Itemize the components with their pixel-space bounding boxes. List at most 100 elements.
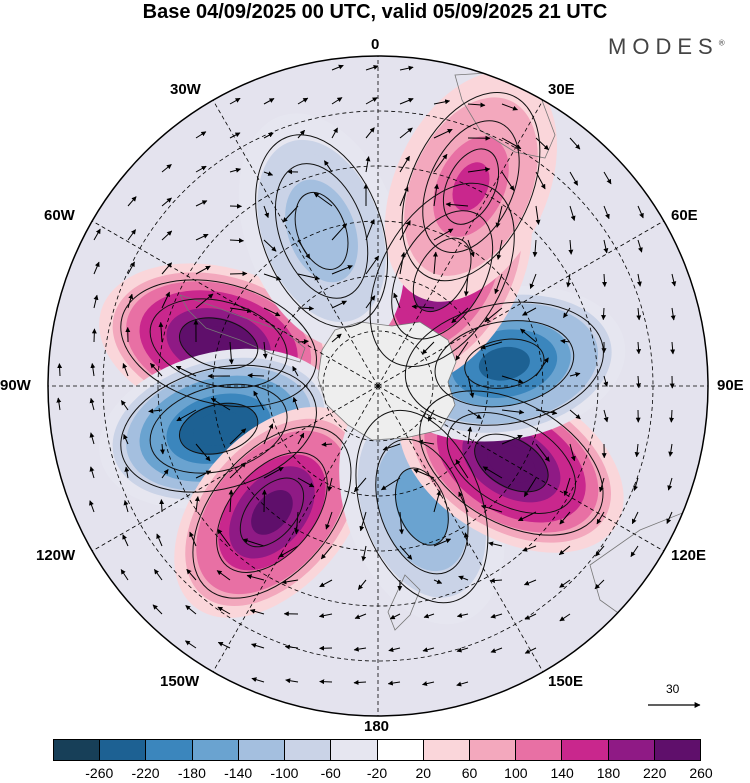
- lon-label-150w: 150W: [160, 673, 200, 690]
- colorbar-segment: [608, 740, 655, 760]
- wind-arrow: [387, 680, 401, 686]
- wind-arrow: [569, 171, 579, 186]
- wind-arrow: [488, 541, 503, 547]
- wind-arrow: [637, 205, 644, 219]
- wind-arrow: [354, 613, 367, 620]
- wind-arrow: [194, 496, 200, 513]
- wind-arrow: [601, 307, 607, 321]
- wind-arrow: [566, 273, 572, 288]
- wind-arrow: [563, 307, 571, 319]
- wind-arrow: [263, 239, 277, 252]
- lon-label-180: 180: [364, 718, 390, 735]
- wind-arrow: [327, 477, 333, 492]
- wind-arrow: [411, 304, 435, 310]
- wind-arrow: [89, 397, 95, 411]
- wind-arrow: [331, 64, 344, 71]
- wind-arrow: [331, 97, 343, 105]
- wind-arrow: [433, 228, 454, 241]
- wind-arrow: [524, 613, 537, 620]
- wind-arrow: [56, 397, 62, 411]
- wind-arrow: [423, 613, 435, 619]
- wind-arrow: [568, 239, 574, 255]
- wind-arrow: [90, 363, 96, 377]
- anomaly-level: [303, 206, 340, 256]
- wind-arrow: [229, 428, 247, 445]
- wind-arrow: [263, 307, 281, 317]
- wind-arrow: [569, 372, 581, 377]
- wind-arrow: [603, 409, 609, 423]
- wind-arrow: [93, 294, 99, 309]
- wind-arrow: [285, 678, 299, 684]
- wind-arrow: [159, 499, 165, 513]
- lon-label-30e: 30E: [548, 81, 575, 98]
- wind-arrow: [195, 165, 207, 173]
- wind-arrow: [195, 443, 211, 462]
- colorbar-segment: [285, 740, 332, 760]
- colorbar-tick-label: 60: [461, 765, 478, 781]
- wind-arrow: [380, 477, 401, 491]
- wind-arrow: [467, 426, 473, 445]
- wind-arrow: [263, 205, 270, 219]
- anomaly-level: [452, 162, 490, 211]
- colorbar-tick-label: 260: [689, 765, 713, 781]
- wind-arrow: [458, 575, 469, 581]
- map-border: [47, 55, 709, 717]
- height-contour: [216, 451, 328, 573]
- colorbar-segment: [238, 740, 286, 760]
- wind-arrow: [353, 646, 367, 652]
- wind-arrow: [217, 606, 231, 615]
- wind-arrow: [490, 647, 503, 653]
- wind-arrow: [594, 579, 605, 590]
- wind-arrow: [467, 102, 486, 108]
- wind-arrow: [603, 205, 610, 220]
- wind-arrow: [501, 375, 524, 384]
- lon-label-0: 0: [371, 36, 380, 53]
- colorbar-tick-label: -260: [85, 765, 114, 781]
- wind-arrow: [357, 579, 367, 590]
- wind-arrow: [297, 305, 315, 311]
- wind-arrow: [150, 363, 163, 377]
- colorbar-segment: [331, 740, 378, 760]
- wind-arrow: [153, 568, 163, 581]
- height-contour: [120, 279, 317, 408]
- wind-arrow: [186, 568, 197, 581]
- wind-arrow: [633, 477, 639, 491]
- wind-arrow: [325, 511, 333, 530]
- wind-arrow: [399, 127, 413, 139]
- wind-arrow: [229, 238, 244, 244]
- wind-arrow: [127, 293, 134, 309]
- wind-arrow: [122, 534, 129, 547]
- wind-arrow: [89, 466, 95, 479]
- wind-arrow: [297, 273, 320, 281]
- wind-arrow: [123, 434, 129, 445]
- colorbar-segment: [654, 740, 701, 760]
- wind-arrow: [432, 251, 438, 275]
- wind-arrow: [365, 255, 380, 275]
- wind-arrow: [569, 205, 576, 221]
- lon-label-90w: 90W: [0, 377, 31, 394]
- height-contour: [149, 298, 288, 389]
- height-contour: [464, 338, 545, 389]
- colorbar-tick-label: -140: [224, 765, 253, 781]
- height-contour: [294, 191, 349, 270]
- south-america-coast: [179, 294, 306, 363]
- lon-label-90e: 90E: [717, 377, 744, 394]
- wind-arrow: [189, 531, 197, 547]
- wind-arrow: [292, 365, 299, 377]
- wind-arrow: [160, 443, 165, 455]
- wind-arrow: [263, 98, 275, 105]
- parallel: [157, 165, 599, 607]
- colorbar-segment: [469, 740, 517, 760]
- wind-arrow: [501, 171, 515, 191]
- colorbar-tick-label: -100: [270, 765, 299, 781]
- colorbar-segment: [54, 740, 101, 760]
- wind-arrow: [127, 196, 137, 207]
- wind-arrow: [467, 239, 475, 258]
- wind-arrow: [569, 409, 581, 420]
- wind-arrow: [195, 265, 211, 275]
- colorbar-segment: [562, 740, 609, 760]
- wind-arrow: [631, 511, 639, 525]
- anomaly-level: [478, 346, 530, 381]
- wind-arrow: [433, 538, 452, 547]
- wind-arrow: [399, 155, 410, 173]
